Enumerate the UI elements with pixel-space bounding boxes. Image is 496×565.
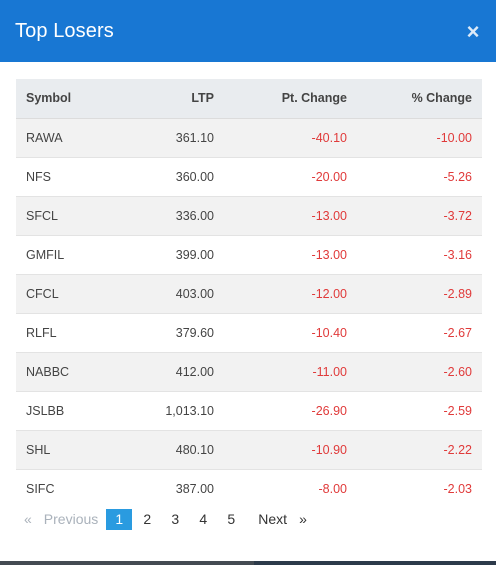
cell-pt-change: -11.00 [214, 352, 347, 392]
table-row[interactable]: CFCL 403.00 -12.00 -2.89 [16, 274, 482, 314]
cell-pt-change: -20.00 [214, 157, 347, 197]
cell-pct-change: -2.22 [347, 430, 482, 470]
cell-pt-change: -40.10 [214, 118, 347, 158]
cell-symbol: RAWA [16, 118, 111, 158]
cell-ltp: 387.00 [111, 469, 214, 508]
cell-ltp: 336.00 [111, 196, 214, 236]
cell-ltp: 1,013.10 [111, 391, 214, 431]
page-button-5[interactable]: 5 [227, 511, 236, 527]
table-row[interactable]: SFCL 336.00 -13.00 -3.72 [16, 196, 482, 236]
cell-ltp: 403.00 [111, 274, 214, 314]
page-button-3[interactable]: 3 [171, 511, 180, 527]
cell-symbol: SFCL [16, 196, 111, 236]
cell-pct-change: -2.60 [347, 352, 482, 392]
table-row[interactable]: SHL 480.10 -10.90 -2.22 [16, 430, 482, 470]
double-chevron-left-icon: « [24, 511, 32, 527]
cell-pt-change: -10.90 [214, 430, 347, 470]
bottom-bar [0, 561, 496, 565]
cell-pct-change: -2.89 [347, 274, 482, 314]
cell-ltp: 399.00 [111, 235, 214, 275]
next-page-button[interactable]: Next » [252, 509, 313, 530]
bottom-bar-segment [254, 561, 496, 565]
cell-symbol: RLFL [16, 313, 111, 353]
cell-symbol: SIFC [16, 469, 111, 508]
losers-table: Symbol LTP Pt. Change % Change RAWA 361.1… [16, 79, 482, 508]
page-button-1[interactable]: 1 [106, 508, 133, 530]
cell-symbol: CFCL [16, 274, 111, 314]
cell-pt-change: -8.00 [214, 469, 347, 508]
column-header-symbol[interactable]: Symbol [16, 79, 111, 119]
cell-symbol: GMFIL [16, 235, 111, 275]
cell-pt-change: -26.90 [214, 391, 347, 431]
cell-pct-change: -2.59 [347, 391, 482, 431]
table-row[interactable]: SIFC 387.00 -8.00 -2.03 [16, 469, 482, 508]
close-icon[interactable]: × [466, 19, 480, 44]
cell-pct-change: -10.00 [347, 118, 482, 158]
page-button-2[interactable]: 2 [143, 511, 152, 527]
column-header-pt-change[interactable]: Pt. Change [214, 79, 347, 119]
cell-symbol: NFS [16, 157, 111, 197]
column-header-ltp[interactable]: LTP [111, 79, 214, 119]
cell-pct-change: -2.03 [347, 469, 482, 508]
cell-pct-change: -2.67 [347, 313, 482, 353]
previous-label: Previous [43, 511, 99, 527]
cell-pct-change: -3.16 [347, 235, 482, 275]
table-row[interactable]: RLFL 379.60 -10.40 -2.67 [16, 313, 482, 353]
cell-ltp: 480.10 [111, 430, 214, 470]
previous-page-button[interactable]: « Previous [16, 509, 104, 530]
cell-pct-change: -5.26 [347, 157, 482, 197]
cell-symbol: NABBC [16, 352, 111, 392]
cell-ltp: 379.60 [111, 313, 214, 353]
table-row[interactable]: GMFIL 399.00 -13.00 -3.16 [16, 235, 482, 275]
cell-ltp: 361.10 [111, 118, 214, 158]
cell-symbol: JSLBB [16, 391, 111, 431]
next-label: Next [258, 511, 288, 527]
column-header-pct-change[interactable]: % Change [347, 79, 482, 119]
table-row[interactable]: NFS 360.00 -20.00 -5.26 [16, 157, 482, 197]
double-chevron-right-icon: » [299, 511, 307, 527]
cell-symbol: SHL [16, 430, 111, 470]
losers-table-container: Symbol LTP Pt. Change % Change RAWA 361.1… [16, 79, 482, 508]
cell-pct-change: -3.72 [347, 196, 482, 236]
modal-header: Top Losers × [0, 0, 496, 62]
table-row[interactable]: RAWA 361.10 -40.10 -10.00 [16, 118, 482, 158]
cell-pt-change: -13.00 [214, 235, 347, 275]
cell-pt-change: -13.00 [214, 196, 347, 236]
cell-pt-change: -10.40 [214, 313, 347, 353]
cell-ltp: 360.00 [111, 157, 214, 197]
table-row[interactable]: NABBC 412.00 -11.00 -2.60 [16, 352, 482, 392]
cell-ltp: 412.00 [111, 352, 214, 392]
page-button-4[interactable]: 4 [199, 511, 208, 527]
modal-title: Top Losers [15, 19, 114, 42]
table-header-row: Symbol LTP Pt. Change % Change [16, 79, 482, 119]
table-row[interactable]: JSLBB 1,013.10 -26.90 -2.59 [16, 391, 482, 431]
cell-pt-change: -12.00 [214, 274, 347, 314]
